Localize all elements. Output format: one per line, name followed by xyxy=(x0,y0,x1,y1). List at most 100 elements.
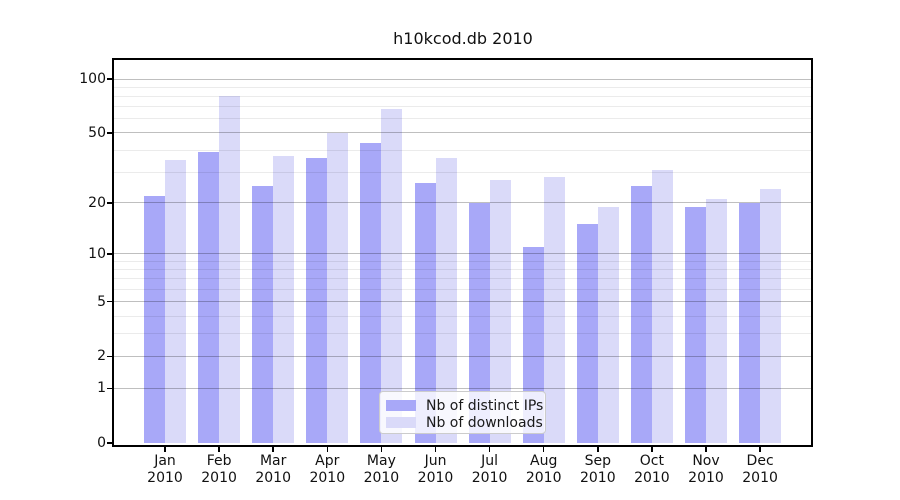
x-axis-tick xyxy=(759,445,761,452)
x-axis-tick xyxy=(272,445,274,452)
x-label-year: 2010 xyxy=(255,470,291,486)
legend-swatch-downloads xyxy=(386,417,416,428)
y-axis-tick-label: 2 xyxy=(97,348,106,365)
x-label-month: Dec xyxy=(746,453,774,469)
x-axis-tick xyxy=(651,445,653,452)
x-label-year: 2010 xyxy=(309,470,346,486)
x-axis-tick-label: Mar 2010 xyxy=(241,453,305,487)
y-axis-tick-label: 100 xyxy=(79,71,106,87)
x-axis-tick-label: Nov 2010 xyxy=(674,453,738,487)
bar-downloads-feb xyxy=(219,96,241,443)
x-axis-tick-label: Aug 2010 xyxy=(512,453,576,487)
x-label-year: 2010 xyxy=(525,470,562,486)
legend-swatch-distinct-ips xyxy=(386,400,416,411)
x-axis-tick-label: Jan 2010 xyxy=(133,453,197,487)
minor-gridline xyxy=(114,315,811,317)
x-label-year: 2010 xyxy=(688,470,724,486)
x-label-year: 2010 xyxy=(417,470,454,486)
legend-row-downloads: Nb of downloads xyxy=(386,414,545,431)
bar-ips-apr xyxy=(306,158,328,443)
x-axis-tick xyxy=(705,445,707,452)
bar-ips-dec xyxy=(739,202,761,443)
x-label-year: 2010 xyxy=(201,470,237,486)
bar-downloads-aug xyxy=(543,177,565,443)
x-label-month: Oct xyxy=(639,453,664,469)
minor-gridline xyxy=(114,171,811,173)
x-label-month: Jan xyxy=(154,453,176,469)
x-axis-tick-label: Jun 2010 xyxy=(404,453,468,487)
x-axis-tick-label: Dec 2010 xyxy=(728,453,792,487)
x-axis-tick xyxy=(434,445,437,452)
y-axis-tick xyxy=(106,355,114,358)
bar-ips-feb xyxy=(198,152,220,443)
minor-gridline xyxy=(114,269,811,271)
y-axis-tick-label: 20 xyxy=(88,194,106,211)
x-axis-tick xyxy=(542,445,545,452)
chart-title: h10kcod.db 2010 xyxy=(393,29,533,48)
minor-gridline xyxy=(114,289,811,291)
x-label-month: Nov xyxy=(692,453,720,469)
y-axis-tick-label: 50 xyxy=(88,124,106,141)
major-gridline xyxy=(114,132,811,134)
y-axis-tick xyxy=(106,442,114,444)
minor-gridline xyxy=(114,118,811,120)
bar-ips-mar xyxy=(252,186,274,443)
legend: Nb of distinct IPs Nb of downloads xyxy=(379,391,546,434)
x-label-month: Apr xyxy=(315,453,340,469)
x-label-month: Aug xyxy=(530,453,558,469)
bar-ips-sep xyxy=(576,224,598,443)
x-axis-tick-label: Oct 2010 xyxy=(620,453,684,487)
bar-ips-jun xyxy=(414,183,436,443)
minor-gridline xyxy=(114,333,811,335)
x-axis-tick-label: Jul 2010 xyxy=(458,453,522,487)
bar-downloads-may xyxy=(381,109,403,443)
x-axis-tick xyxy=(488,445,491,452)
minor-gridline xyxy=(114,149,811,151)
bar-downloads-apr xyxy=(327,132,349,443)
x-axis-tick-label: Apr 2010 xyxy=(295,453,359,487)
x-axis-tick xyxy=(164,445,166,452)
x-axis-tick-label: May 2010 xyxy=(349,453,413,487)
major-gridline xyxy=(114,355,811,357)
bar-downloads-oct xyxy=(651,169,673,443)
bar-downloads-nov xyxy=(706,199,727,443)
y-axis-tick xyxy=(106,78,114,80)
y-axis-tick xyxy=(106,253,114,255)
bar-downloads-jan xyxy=(165,160,186,443)
bar-downloads-jul xyxy=(489,180,511,443)
x-axis-tick xyxy=(597,445,599,452)
legend-row-distinct-ips: Nb of distinct IPs xyxy=(386,397,545,414)
bar-downloads-mar xyxy=(273,156,295,443)
bar-downloads-jun xyxy=(435,158,457,443)
minor-gridline xyxy=(114,278,811,280)
x-label-year: 2010 xyxy=(471,470,508,486)
minor-gridline xyxy=(114,95,811,97)
y-axis-tick-label: 0 xyxy=(97,435,106,451)
x-axis-tick-label: Feb 2010 xyxy=(187,453,251,487)
minor-gridline xyxy=(114,106,811,108)
bar-downloads-dec xyxy=(760,189,782,443)
major-gridline xyxy=(114,301,811,303)
y-axis-tick-label: 1 xyxy=(97,380,106,397)
legend-label-downloads: Nb of downloads xyxy=(426,414,543,431)
y-axis-tick xyxy=(106,300,114,303)
x-label-month: Feb xyxy=(206,453,232,469)
x-label-year: 2010 xyxy=(634,470,670,486)
bar-ips-nov xyxy=(685,206,706,443)
x-axis-tick xyxy=(326,445,329,452)
minor-gridline xyxy=(114,86,811,88)
major-gridline xyxy=(114,387,811,389)
bar-downloads-sep xyxy=(597,206,619,443)
x-axis-tick xyxy=(380,445,383,452)
minor-gridline xyxy=(114,260,811,262)
y-axis-tick xyxy=(106,202,114,204)
x-label-month: Mar xyxy=(259,453,287,469)
x-label-month: Sep xyxy=(584,453,611,469)
y-axis-tick-label: 5 xyxy=(97,293,106,310)
y-axis-tick xyxy=(106,387,114,390)
x-axis-tick-label: Sep 2010 xyxy=(566,453,630,487)
x-label-month: Jun xyxy=(424,453,447,469)
major-gridline xyxy=(114,78,811,80)
x-label-year: 2010 xyxy=(147,470,183,486)
bar-ips-jan xyxy=(144,195,165,443)
